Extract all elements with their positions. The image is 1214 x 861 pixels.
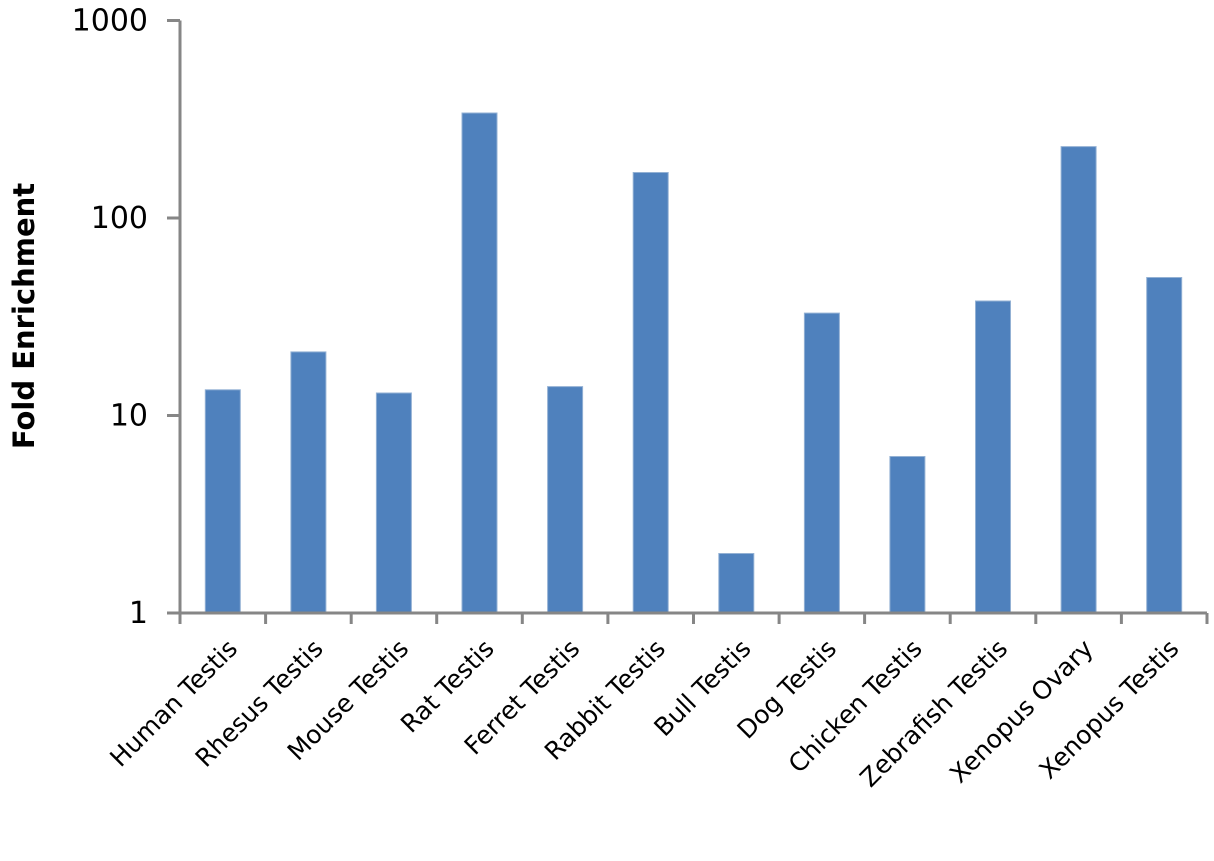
x-label-zebrafish-testis: Zebrafish Testis bbox=[854, 634, 1013, 793]
bar-chicken-testis bbox=[889, 456, 926, 614]
bars-layer bbox=[204, 112, 1183, 614]
axes-layer bbox=[167, 19, 1209, 624]
y-tick-label-100: 100 bbox=[91, 201, 148, 236]
bar-human-testis bbox=[204, 389, 241, 614]
y-axis-title: Fold Enrichment bbox=[7, 183, 41, 449]
y-tick-label-1000: 1000 bbox=[72, 4, 148, 39]
bar-ferret-testis bbox=[547, 386, 584, 614]
y-tick-label-1: 1 bbox=[129, 596, 148, 631]
bar-rat-testis bbox=[461, 112, 498, 614]
bar-xenopus-ovary bbox=[1060, 146, 1097, 614]
y-tick-label-10: 10 bbox=[110, 399, 148, 434]
bar-rabbit-testis bbox=[632, 172, 669, 614]
x-label-xenopus-ovary: Xenopus Ovary bbox=[944, 634, 1099, 789]
bar-dog-testis bbox=[803, 312, 840, 614]
bar-zebrafish-testis bbox=[975, 300, 1011, 614]
bar-xenopus-testis bbox=[1146, 277, 1183, 614]
bar-rhesus-testis bbox=[290, 351, 327, 614]
bar-bull-testis bbox=[718, 553, 755, 614]
bar-mouse-testis bbox=[375, 392, 412, 614]
